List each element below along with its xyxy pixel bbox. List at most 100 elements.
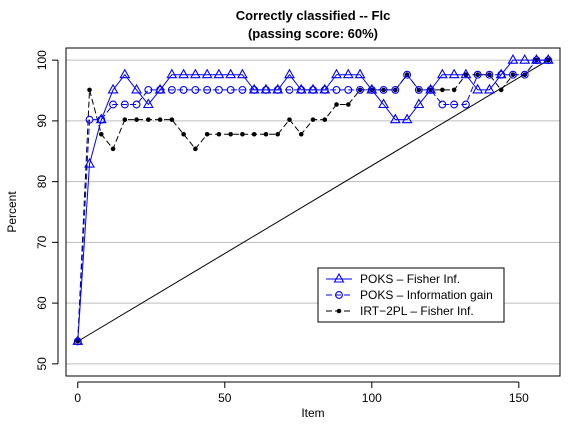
x-tick-label: 100 bbox=[362, 391, 382, 405]
triangle-marker bbox=[189, 68, 201, 79]
triangle-marker bbox=[295, 83, 307, 94]
circle-marker bbox=[461, 100, 470, 109]
dot-marker bbox=[240, 131, 245, 137]
dot-marker bbox=[122, 117, 128, 122]
circle-marker bbox=[109, 100, 117, 109]
dot-marker bbox=[334, 102, 339, 107]
circle-marker bbox=[132, 100, 141, 109]
triangle-marker bbox=[95, 113, 107, 124]
triangle-marker bbox=[542, 54, 554, 64]
x-axis-label: Item bbox=[301, 406, 324, 420]
circle-marker bbox=[285, 85, 294, 94]
triangle-marker bbox=[272, 83, 284, 94]
dot-marker bbox=[381, 87, 386, 93]
x-tick-label: 50 bbox=[218, 391, 232, 405]
triangle-marker bbox=[425, 83, 437, 94]
circle-marker bbox=[167, 85, 176, 94]
triangle-marker bbox=[389, 113, 401, 124]
dot-marker bbox=[440, 87, 445, 93]
triangle-marker bbox=[401, 113, 413, 124]
triangle-marker bbox=[225, 68, 237, 79]
x-tick-label: 150 bbox=[509, 391, 529, 405]
legend: POKS – Fisher Inf. POKS – Information gai… bbox=[317, 267, 505, 323]
triangle-marker bbox=[166, 68, 178, 79]
circle-marker bbox=[179, 85, 188, 94]
y-tick-label: 80 bbox=[35, 175, 49, 189]
y-tick-label: 70 bbox=[35, 235, 49, 249]
y-tick-label: 60 bbox=[35, 296, 49, 310]
triangle-marker bbox=[260, 83, 272, 94]
axes: 0 50 100 150 50 60 70 80 90 100 bbox=[35, 50, 529, 405]
triangle-marker bbox=[331, 68, 342, 79]
dot-marker bbox=[75, 339, 81, 344]
dot-marker bbox=[204, 131, 210, 137]
dot-marker bbox=[345, 102, 351, 107]
dot-marker bbox=[110, 146, 116, 152]
dot-marker bbox=[298, 131, 304, 137]
triangle-marker bbox=[84, 157, 95, 168]
triangle-marker bbox=[142, 98, 154, 109]
dot-marker bbox=[336, 308, 342, 314]
legend-label: POKS – Information gain bbox=[360, 288, 493, 302]
circle-marker bbox=[391, 85, 400, 94]
series-3 bbox=[77, 59, 549, 342]
triangle-marker bbox=[436, 68, 448, 79]
circle-marker bbox=[520, 70, 529, 79]
legend-label: POKS – Fisher Inf. bbox=[360, 272, 460, 286]
triangle-marker bbox=[448, 68, 460, 79]
dot-marker bbox=[169, 117, 175, 122]
dot-marker bbox=[181, 131, 186, 137]
dot-marker bbox=[310, 117, 316, 122]
circle-marker bbox=[438, 100, 447, 109]
circle-marker bbox=[144, 85, 153, 94]
triangle-marker bbox=[307, 83, 319, 94]
circle-marker bbox=[203, 85, 212, 94]
circle-marker bbox=[485, 70, 494, 79]
series-line bbox=[77, 59, 549, 342]
triangle-marker bbox=[472, 83, 484, 94]
y-tick-label: 100 bbox=[35, 50, 49, 70]
triangle-marker bbox=[483, 83, 495, 94]
legend-label: IRT−2PL – Fisher Inf. bbox=[360, 304, 474, 318]
triangle-marker bbox=[333, 272, 345, 283]
triangle-marker bbox=[201, 68, 213, 79]
dot-marker bbox=[98, 131, 104, 137]
y-tick-label: 90 bbox=[35, 114, 49, 128]
circle-marker bbox=[356, 85, 364, 94]
circle-marker bbox=[226, 85, 235, 94]
dot-marker bbox=[322, 117, 328, 122]
triangle-marker bbox=[154, 83, 166, 94]
triangle-marker bbox=[284, 68, 295, 79]
circle-marker bbox=[509, 70, 517, 79]
circle-marker bbox=[344, 85, 353, 94]
series-line bbox=[77, 59, 549, 342]
circle-marker bbox=[238, 85, 247, 94]
circle-marker bbox=[450, 100, 459, 109]
dot-marker bbox=[216, 131, 222, 137]
dot-marker bbox=[498, 87, 504, 93]
plot-area-border bbox=[65, 47, 561, 377]
circle-marker bbox=[473, 70, 482, 79]
dot-marker bbox=[193, 146, 198, 152]
circle-marker bbox=[332, 85, 341, 94]
triangle-marker bbox=[107, 83, 119, 94]
triangle-marker bbox=[378, 98, 390, 109]
dot-marker bbox=[510, 72, 516, 78]
chart-title: Correctly classified -- Flc bbox=[236, 8, 391, 23]
y-axis-label: Percent bbox=[5, 191, 19, 233]
series-0 bbox=[72, 54, 554, 345]
triangle-marker bbox=[460, 68, 472, 79]
y-tick-label: 50 bbox=[35, 357, 49, 371]
triangle-marker bbox=[178, 68, 190, 79]
triangle-marker bbox=[531, 54, 542, 64]
triangle-marker bbox=[519, 54, 531, 64]
chart-subtitle: (passing score: 60%) bbox=[248, 26, 378, 41]
triangle-marker bbox=[319, 83, 331, 94]
dot-marker bbox=[263, 131, 269, 137]
circle-marker bbox=[379, 85, 388, 94]
dot-marker bbox=[157, 117, 163, 122]
circle-marker bbox=[403, 70, 412, 79]
triangle-marker bbox=[236, 68, 248, 79]
dot-marker bbox=[134, 117, 139, 122]
